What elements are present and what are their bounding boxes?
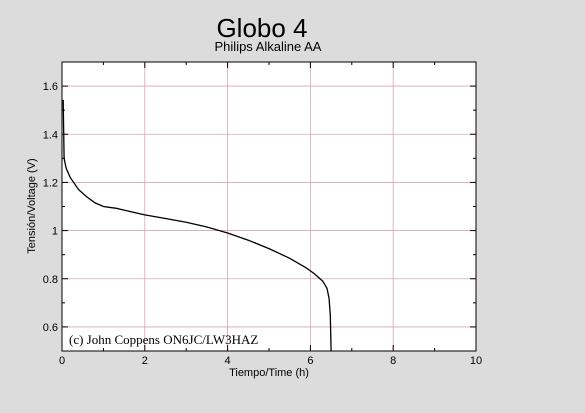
chart-title: Globo 4 [216,13,307,43]
y-axis-label: Tensión/Voltage (V) [26,158,38,253]
y-tick-label: 1 [52,226,58,238]
x-tick-label: 6 [307,355,313,367]
x-tick-label: 10 [470,355,482,367]
y-tick-label: 0.6 [43,322,58,334]
chart-subtitle: Philips Alkaline AA [215,39,322,54]
plot-frame [61,61,477,352]
copyright-annotation: (c) John Coppens ON6JC/LW3HAZ [69,332,258,347]
y-tick-label: 0.8 [43,274,58,286]
plot-area: 0 2 4 6 8 10 0.6 0.8 1 1.2 1.4 1.6 [43,61,482,367]
discharge-curve-0 [62,99,332,352]
x-tick-label: 8 [390,355,396,367]
x-tick-label: 0 [59,355,65,367]
x-axis-label: Tiempo/Time (h) [229,367,309,379]
y-tick-label: 1.4 [43,129,58,141]
x-tick-label: 2 [142,355,148,367]
y-tick-label: 1.6 [43,81,58,93]
y-tick-label: 1.2 [43,177,58,189]
x-tick-label: 4 [225,355,231,367]
